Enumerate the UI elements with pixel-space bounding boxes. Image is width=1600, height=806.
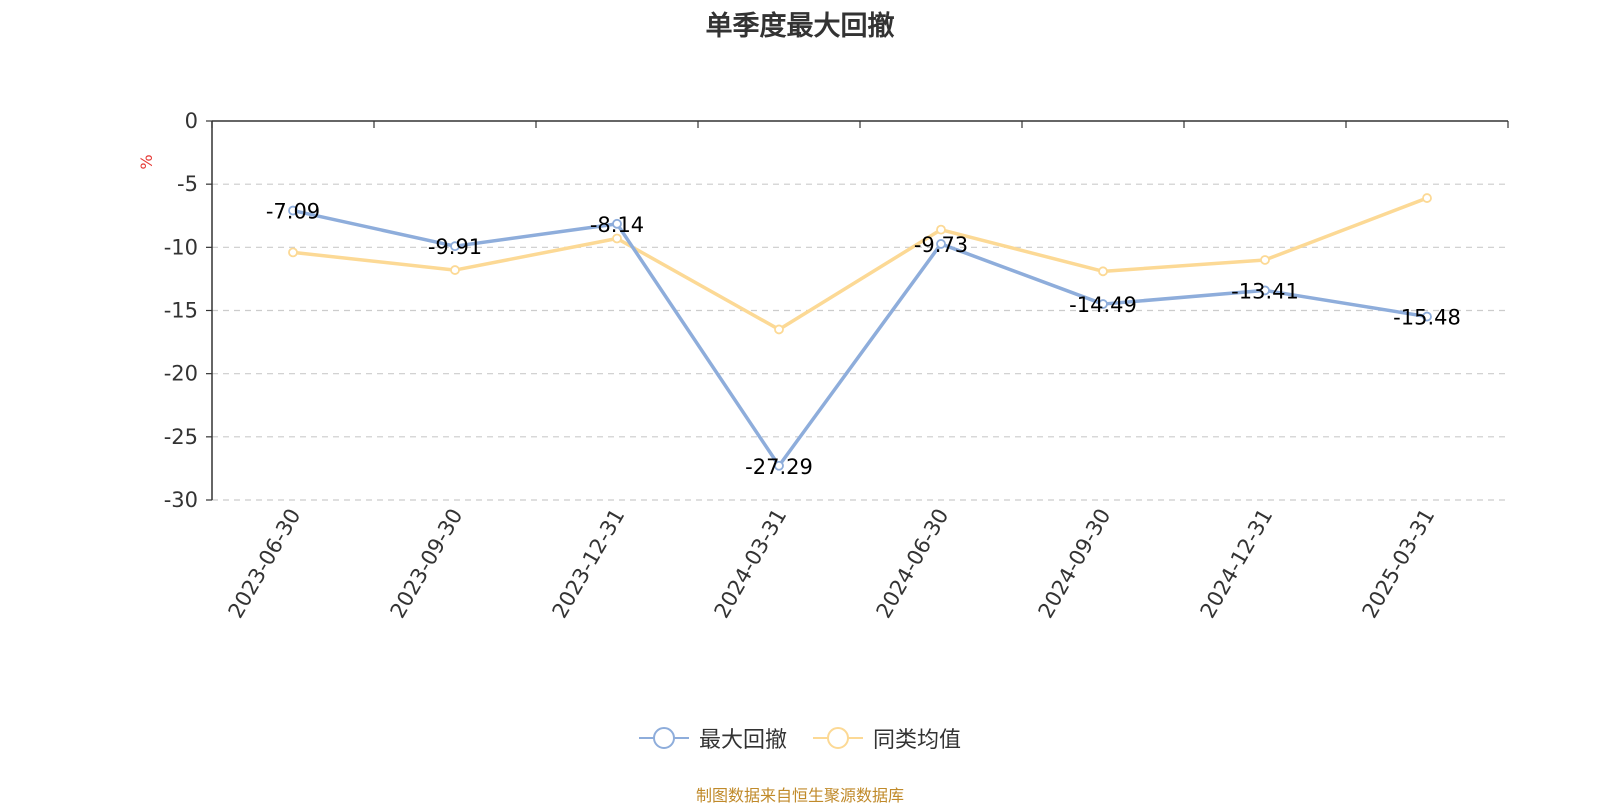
- data-point-1: [1260, 255, 1270, 265]
- y-tick-label: -15: [164, 299, 198, 323]
- y-tick-label: -20: [164, 362, 198, 386]
- legend-label-peer-average: 同类均值: [873, 728, 962, 753]
- data-label: -15.48: [1393, 306, 1461, 330]
- y-tick-label: -30: [164, 488, 198, 512]
- data-point-1: [1098, 266, 1108, 277]
- data-point-1: [936, 224, 946, 235]
- data-point-0: [612, 218, 622, 229]
- data-label: -9.91: [428, 235, 482, 259]
- legend: 最大回撤 同类均值: [0, 722, 1600, 754]
- data-label: -13.41: [1231, 279, 1299, 303]
- axes: 0 -5 -10 -15 -20 -25 -30 2023-06-30 2023-09-30 20…: [164, 109, 1509, 623]
- y-tick-label: -10: [164, 235, 198, 259]
- data-point-0: [288, 205, 298, 216]
- source-note: 制图数据来自恒生聚源数据库: [695, 786, 904, 805]
- x-tick-label: 2024-03-31: [710, 505, 792, 623]
- y-tick-label: -5: [177, 172, 198, 196]
- data-label: -9.73: [914, 233, 968, 257]
- data-point-0: [774, 460, 784, 471]
- x-tick-label: 2024-09-30: [1034, 505, 1116, 623]
- grid-lines: [212, 183, 1508, 501]
- x-tick-label: 2023-09-30: [386, 505, 468, 623]
- legend-label-max-drawdown: 最大回撤: [698, 728, 787, 753]
- legend-swatch-peer-average: [813, 727, 863, 749]
- data-label: -8.14: [590, 213, 644, 237]
- y-tick-label: -25: [164, 425, 198, 449]
- data-point-1: [1422, 193, 1432, 203]
- y-axis-unit: %: [137, 154, 156, 169]
- data-point-0: [936, 239, 946, 249]
- x-tick-label: 2023-12-31: [548, 505, 630, 623]
- data-point-1: [612, 233, 622, 244]
- data-label: -14.49: [1069, 293, 1137, 317]
- data-point-0: [450, 241, 460, 252]
- y-tick-label: 0: [185, 109, 198, 133]
- legend-item-max-drawdown[interactable]: 最大回撤: [638, 722, 787, 754]
- data-labels: -7.09 -9.91 -8.14 -27.29 -9.73 -14.49 -13.41 -1…: [266, 200, 1461, 479]
- x-tick-label: 2023-06-30: [224, 505, 306, 623]
- data-label: -27.29: [745, 455, 813, 479]
- data-point-0: [1260, 285, 1270, 296]
- series-layer: [288, 193, 1432, 471]
- data-point-1: [774, 324, 784, 335]
- data-label: -7.09: [266, 200, 320, 224]
- series-line-0: [292, 208, 1428, 468]
- series-line-1: [292, 196, 1428, 332]
- x-tick-label: 2024-06-30: [872, 505, 954, 623]
- chart-title: 单季度最大回撤: [705, 11, 895, 42]
- data-point-0: [1422, 311, 1432, 322]
- x-tick-label: 2024-12-31: [1196, 505, 1278, 623]
- x-tick-label: 2025-03-31: [1358, 505, 1440, 623]
- data-point-1: [288, 247, 298, 258]
- data-point-1: [450, 265, 460, 275]
- legend-item-peer-average[interactable]: 同类均值: [813, 722, 961, 754]
- data-point-0: [1098, 299, 1108, 309]
- legend-swatch-max-drawdown: [638, 727, 689, 749]
